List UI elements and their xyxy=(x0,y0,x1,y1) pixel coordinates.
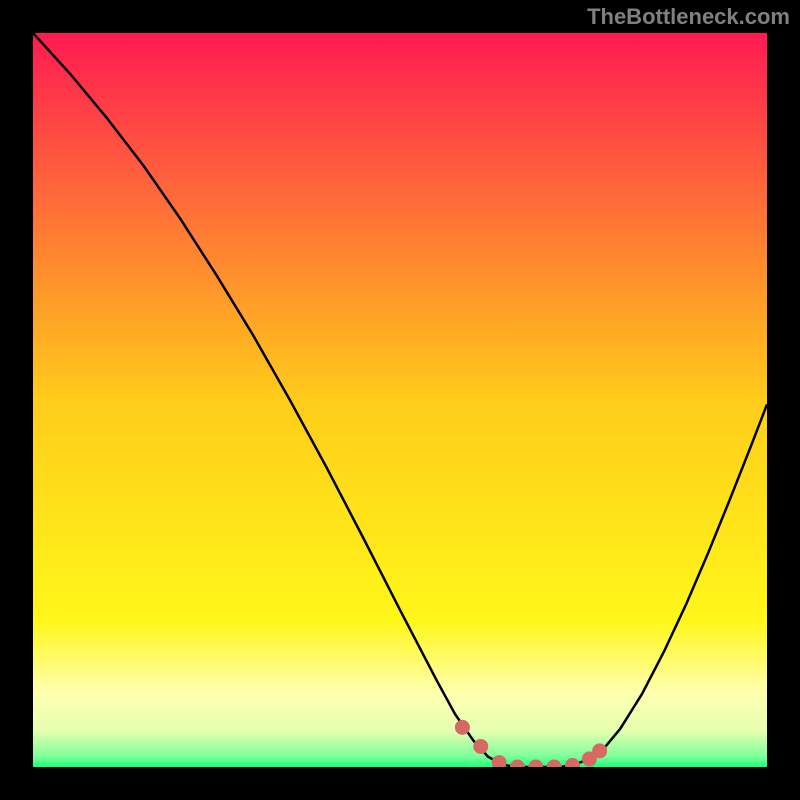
curve-marker xyxy=(474,739,488,753)
watermark-text: TheBottleneck.com xyxy=(587,4,790,30)
curve-marker xyxy=(593,744,607,758)
chart-root: TheBottleneck.com xyxy=(0,0,800,800)
plot-svg xyxy=(33,33,767,767)
plot-area xyxy=(33,33,767,767)
curve-marker xyxy=(492,756,506,767)
curve-marker xyxy=(455,720,469,734)
gradient-background xyxy=(33,33,767,767)
